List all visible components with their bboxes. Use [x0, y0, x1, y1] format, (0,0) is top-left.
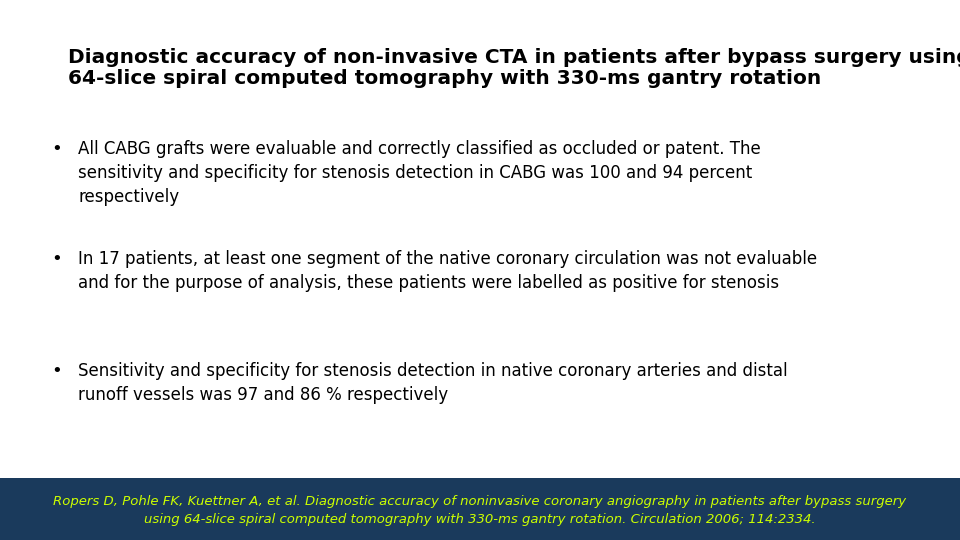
Text: •: •	[51, 250, 62, 268]
Text: Diagnostic accuracy of non-invasive CTA in patients after bypass surgery using: Diagnostic accuracy of non-invasive CTA …	[68, 48, 960, 67]
Text: •: •	[51, 140, 62, 158]
Text: respectively: respectively	[78, 188, 180, 206]
Text: 64-slice spiral computed tomography with 330-ms gantry rotation: 64-slice spiral computed tomography with…	[68, 69, 821, 88]
Text: Sensitivity and specificity for stenosis detection in native coronary arteries a: Sensitivity and specificity for stenosis…	[78, 362, 787, 380]
Text: sensitivity and specificity for stenosis detection in CABG was 100 and 94 percen: sensitivity and specificity for stenosis…	[78, 164, 753, 182]
Bar	[0, 478, 960, 540]
Text: Ropers D, Pohle FK, Kuettner A, et al. Diagnostic accuracy of noninvasive corona: Ropers D, Pohle FK, Kuettner A, et al. D…	[54, 496, 906, 509]
Text: All CABG grafts were evaluable and correctly classified as occluded or patent. T: All CABG grafts were evaluable and corre…	[78, 140, 760, 158]
Text: and for the purpose of analysis, these patients were labelled as positive for st: and for the purpose of analysis, these p…	[78, 274, 780, 292]
Text: In 17 patients, at least one segment of the native coronary circulation was not : In 17 patients, at least one segment of …	[78, 250, 817, 268]
Text: •: •	[51, 362, 62, 380]
Text: using 64-slice spiral computed tomography with 330-ms gantry rotation. Circulati: using 64-slice spiral computed tomograph…	[144, 514, 816, 526]
Text: runoff vessels was 97 and 86 % respectively: runoff vessels was 97 and 86 % respectiv…	[78, 386, 448, 404]
